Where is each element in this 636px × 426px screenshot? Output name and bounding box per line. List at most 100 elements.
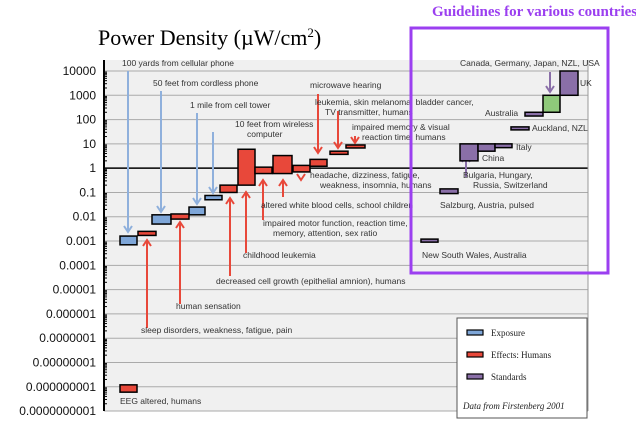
legend-label: Standards	[491, 372, 527, 382]
y-tick-label: 0.000000001	[26, 380, 96, 394]
bar-effects	[119, 384, 138, 393]
bar-label-line: impaired memory & visual	[352, 122, 452, 132]
bar-label-line: weakness, insomnia, humans	[319, 180, 432, 190]
bar-label: Bulgaria, Hungary, Russia, Switzerland	[463, 170, 548, 190]
bar-label: leukemia, skin melanoma, bladder cancer,…	[315, 97, 476, 117]
bar-standards	[420, 238, 439, 243]
bar-exposure	[204, 194, 223, 201]
bar-label: China	[482, 153, 504, 163]
legend-label: Effects: Humans	[491, 350, 552, 360]
bar-effects	[137, 230, 157, 237]
arrowhead-icon	[142, 238, 152, 247]
arrowhead-icon	[123, 225, 133, 234]
bar-label-line: impaired motor function, reaction time,	[263, 218, 410, 228]
bar-exposure	[151, 214, 172, 225]
arrowhead-icon	[175, 220, 185, 229]
bar-effects	[170, 213, 190, 220]
y-tick-label: 0.000001	[46, 307, 96, 321]
bar-exposure	[119, 235, 138, 246]
y-tick-label: 10000	[63, 64, 97, 78]
y-tick-label: 0.001	[66, 234, 96, 248]
arrowhead-icon	[258, 178, 268, 187]
bar-standards	[477, 143, 496, 152]
bar-standards	[459, 143, 479, 162]
bar-label: Canada, Germany, Japan, NZL, USA	[460, 58, 600, 68]
bar-standards	[510, 126, 530, 131]
bar-standards	[559, 70, 579, 97]
bar-label: headache, dizziness, fatigue, weakness, …	[310, 170, 432, 190]
bar-standards	[524, 111, 544, 117]
y-tick-label: 0.01	[73, 210, 97, 224]
highlight-label: Guidelines for various countries	[432, 4, 636, 20]
bar-label-line: Bulgaria, Hungary,	[463, 170, 535, 180]
y-tick-label: 10	[83, 137, 97, 151]
bar-effects	[292, 164, 311, 173]
bar-effects	[329, 150, 349, 156]
bar-label: impaired memory & visual reaction time, …	[352, 122, 452, 142]
bar-label: 1 mile from cell tower	[190, 100, 270, 110]
legend-label: Exposure	[491, 328, 525, 338]
bar-label: Italy	[516, 142, 532, 152]
y-tick-label: 0.00001	[53, 283, 97, 297]
legend-swatch	[466, 351, 484, 358]
arrowhead-icon	[333, 141, 343, 150]
bar-standards	[542, 94, 561, 114]
bar-label-line: 10 feet from wireless	[235, 119, 316, 129]
chart-title: Power Density (µW/cm2)	[98, 25, 321, 50]
bar-label: microwave hearing	[310, 80, 382, 90]
bar-label-line: reaction time, humans	[362, 132, 446, 142]
y-tick-label: 0.0000000001	[19, 404, 96, 418]
bar-standards	[439, 188, 459, 195]
arrowhead-icon	[545, 85, 555, 94]
bar-label: childhood leukemia	[243, 250, 316, 260]
bar-label: decreased cell growth (epithelial amnion…	[216, 276, 405, 286]
bar-exposure	[188, 206, 206, 216]
y-tick-label: 0.00000001	[33, 355, 97, 369]
bar-label: 100 yards from cellular phone	[122, 58, 234, 68]
bar-label-line: memory, attention, sex ratio	[273, 228, 378, 238]
arrowhead-icon	[208, 186, 218, 195]
bar-label: EEG altered, humans	[120, 396, 201, 406]
bar-label: altered white blood cells, school childr…	[261, 200, 413, 210]
source-note: Data from Firstenberg 2001	[462, 401, 565, 411]
arrowhead-icon	[192, 197, 202, 206]
bar-label: UK	[580, 78, 592, 88]
bar-effects	[219, 184, 238, 194]
bar-label: impaired motor function, reaction time, …	[263, 218, 410, 238]
y-tick-label: 1	[89, 161, 96, 175]
y-tick-label: 1000	[69, 88, 96, 102]
bar-label: human sensation	[176, 301, 241, 311]
bar-label-line: computer	[247, 129, 283, 139]
bar-label: Auckland, NZL	[532, 123, 588, 133]
y-tick-label: 0.0001	[59, 258, 96, 272]
bar-effects	[237, 148, 256, 186]
bar-label-line: TV transmitter, humans	[325, 107, 413, 117]
arrowhead-icon	[225, 196, 235, 205]
bar-label: Australia	[485, 108, 518, 118]
bar-label: sleep disorders, weakness, fatigue, pain	[141, 325, 292, 335]
bar-effects	[254, 166, 273, 175]
legend: Exposure Effects: Humans Standards Data fro…	[456, 317, 588, 419]
arrowhead-icon	[241, 190, 251, 199]
bar-label-line: headache, dizziness, fatigue,	[310, 170, 422, 180]
arrowhead-icon	[156, 205, 166, 214]
legend-swatch	[466, 329, 484, 336]
bar-standards	[494, 143, 513, 149]
bar-label: 50 feet from cordless phone	[153, 78, 259, 88]
highlight-box	[409, 26, 610, 275]
y-tick-label: 0.0000001	[39, 331, 96, 345]
arrowhead-icon	[278, 178, 288, 187]
bar-effects	[309, 158, 328, 167]
arrowhead-icon	[313, 146, 323, 155]
bar-label-line: Russia, Switzerland	[473, 180, 548, 190]
bar-label: Salzburg, Austria, pulsed	[440, 200, 534, 210]
bar-effects	[345, 144, 366, 149]
bar-label-line: leukemia, skin melanoma, bladder cancer,	[315, 97, 476, 107]
bar-effects	[272, 154, 293, 175]
y-tick-label: 0.1	[79, 185, 96, 199]
arrowhead-icon	[296, 173, 306, 182]
arrowhead-icon	[350, 136, 360, 145]
bar-label: New South Wales, Australia	[422, 250, 527, 260]
